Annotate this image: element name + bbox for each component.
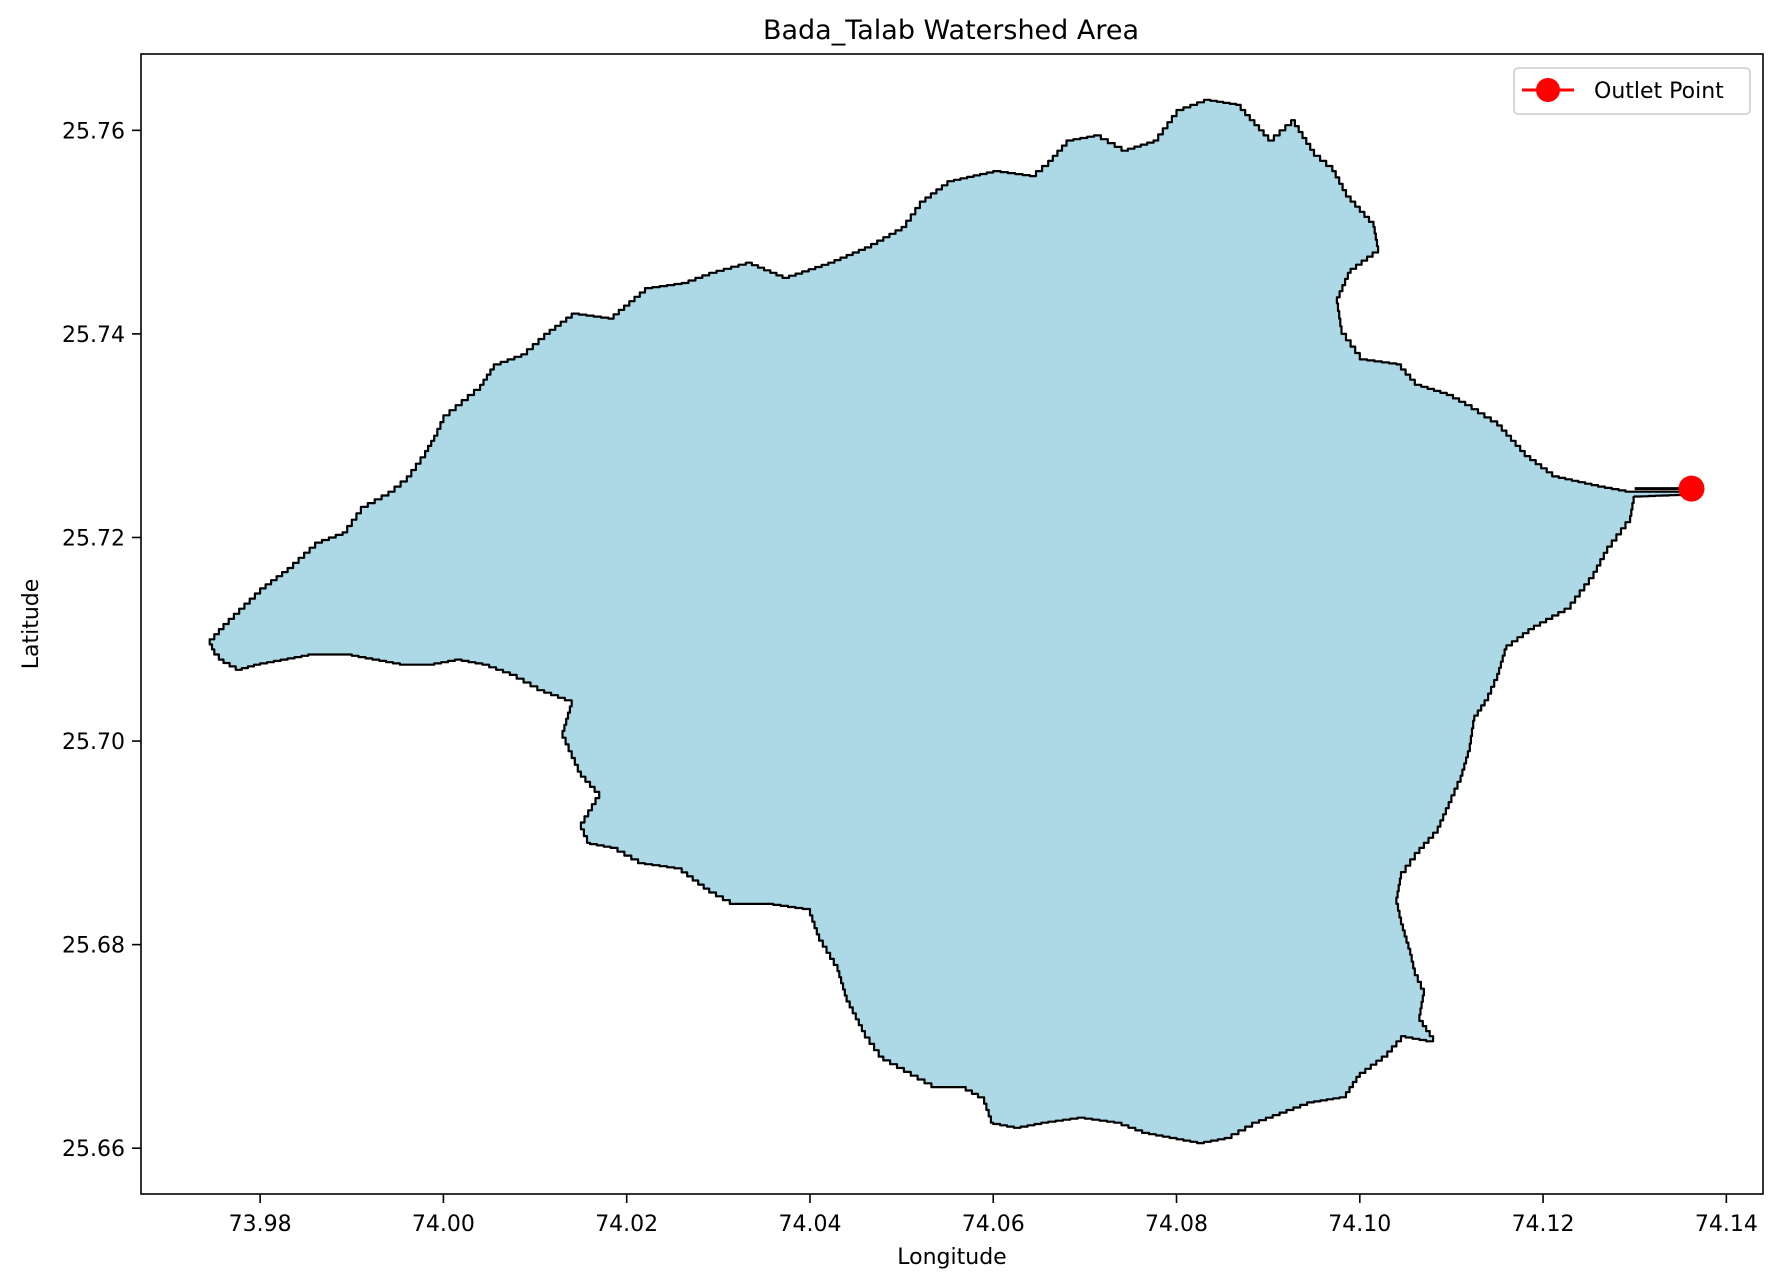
outlet-point-marker: [1678, 475, 1705, 502]
x-tick-label: 74.10: [1328, 1212, 1391, 1237]
x-tick-label: 74.14: [1695, 1212, 1758, 1237]
y-tick-label: 25.72: [62, 526, 125, 551]
y-axis-label: Latitude: [19, 579, 44, 670]
x-tick-label: 74.12: [1512, 1212, 1575, 1237]
legend-box: [1513, 67, 1751, 115]
x-tick-label: 74.08: [1145, 1212, 1208, 1237]
x-tick-label: 74.04: [778, 1212, 841, 1237]
y-tick-label: 25.68: [62, 934, 125, 959]
y-tick-label: 25.74: [62, 323, 125, 348]
y-tick-label: 25.70: [62, 730, 125, 755]
chart-title: Bada_Talab Watershed Area: [763, 15, 1139, 46]
x-axis-label: Longitude: [897, 1245, 1006, 1270]
x-tick-label: 74.02: [595, 1212, 658, 1237]
axes-frame: [140, 53, 1764, 1195]
legend-marker-icon: [1536, 78, 1560, 102]
legend-label-outlet-point: Outlet Point: [1594, 79, 1724, 104]
x-tick-label: 74.00: [412, 1212, 475, 1237]
x-tick-label: 73.98: [229, 1212, 292, 1237]
plot-area: [140, 53, 1764, 1195]
x-axis-ticks: 73.98 74.00 74.02 74.04 74.06 74.08 74.10 74.12…: [229, 1194, 1758, 1237]
y-axis-ticks: 25.66 25.68 25.70 25.72 25.74 25.76: [62, 119, 141, 1162]
y-tick-label: 25.66: [62, 1137, 125, 1162]
x-tick-label: 74.06: [962, 1212, 1025, 1237]
watershed-polygon: [208, 98, 1691, 1145]
legend: Outlet Point: [1513, 67, 1751, 115]
y-tick-label: 25.76: [62, 119, 125, 144]
